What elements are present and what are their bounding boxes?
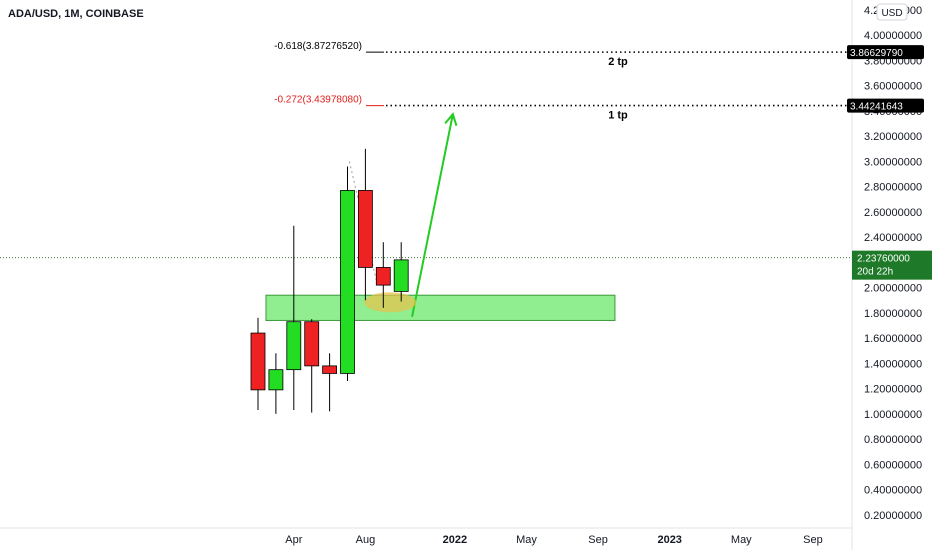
y-tick-label: 1.60000000: [864, 333, 922, 345]
support-zone-layer: [265, 294, 616, 321]
projection-arrow-head: [444, 112, 458, 126]
time-axis[interactable]: Apr Aug 2022 May Sep 2023 May Sep: [0, 527, 852, 546]
candle[interactable]: [340, 166, 355, 382]
x-tick-label: Sep: [803, 534, 823, 546]
x-tick-label: Apr: [285, 534, 302, 546]
fib-level-label: -0.272(3.43978080): [274, 95, 362, 106]
candle[interactable]: [268, 353, 284, 414]
fib-price-tag: [847, 45, 924, 60]
candle-body: [304, 321, 320, 367]
currency-button[interactable]: USD: [876, 3, 908, 21]
y-tick-label: 1.00000000: [864, 409, 922, 421]
target-label: 1 tp: [608, 110, 628, 122]
current-price-tag: [852, 250, 932, 280]
candle-body: [268, 369, 284, 391]
y-tick-label: 2.40000000: [864, 232, 922, 244]
candle[interactable]: [393, 242, 409, 302]
y-tick-label: 2.80000000: [864, 182, 922, 194]
candle[interactable]: [304, 319, 320, 413]
candle-body: [250, 332, 266, 391]
y-tick-label: 0.80000000: [864, 434, 922, 446]
candle[interactable]: [250, 317, 266, 411]
price-axis[interactable]: 4.200000004.000000003.800000003.60000000…: [847, 0, 932, 550]
x-tick-label: 2023: [657, 534, 681, 546]
y-tick-label: 0.20000000: [864, 510, 922, 522]
fib-price-tag: [847, 98, 924, 113]
chart-title: ADA/USD, 1M, COINBASE: [8, 8, 144, 20]
x-tick-label: 2022: [443, 534, 467, 546]
fib-level-label: -0.618(3.87276520): [274, 41, 362, 52]
fib-price-tag-label: 3.86629790: [850, 48, 903, 59]
support-zone: [265, 294, 616, 321]
candle-body: [286, 321, 302, 371]
candle[interactable]: [286, 225, 302, 411]
candle[interactable]: [322, 353, 338, 412]
x-tick-label: Aug: [356, 534, 376, 546]
candle-body: [322, 365, 338, 374]
countdown-label: 20d 22h: [857, 267, 893, 278]
y-tick-label: 1.40000000: [864, 358, 922, 370]
currency-button-label: USD: [881, 8, 902, 19]
candle-body: [393, 259, 409, 292]
x-tick-label: May: [731, 534, 752, 546]
currency-button-bg: [876, 3, 908, 21]
y-tick-label: 4.00000000: [864, 30, 922, 42]
candle[interactable]: [375, 242, 391, 308]
y-tick-label: 2.00000000: [864, 283, 922, 295]
annotation-layer: -0.618(3.87276520) 2 tp -0.272(3.43978080)…: [0, 41, 852, 317]
y-tick-label: 3.00000000: [864, 156, 922, 168]
y-tick-label: 3.60000000: [864, 81, 922, 93]
y-tick-label: 1.20000000: [864, 384, 922, 396]
y-tick-label: 0.60000000: [864, 459, 922, 471]
candles-layer: [250, 148, 409, 414]
candle-body: [340, 190, 355, 374]
candle-body: [357, 190, 373, 268]
current-price-label: 2.23760000: [857, 254, 910, 265]
y-tick-label: 2.60000000: [864, 207, 922, 219]
y-tick-label: 0.40000000: [864, 485, 922, 497]
x-tick-label: Sep: [588, 534, 608, 546]
highlight-ellipse: [364, 292, 417, 313]
candle-body: [375, 267, 391, 286]
fib-price-tag-label: 3.44241643: [850, 102, 903, 113]
candle[interactable]: [357, 148, 373, 301]
projection-arrow: [411, 114, 454, 317]
target-label: 2 tp: [608, 56, 628, 68]
y-tick-label: 1.80000000: [864, 308, 922, 320]
x-tick-label: May: [516, 534, 537, 546]
y-tick-label: 3.20000000: [864, 131, 922, 143]
